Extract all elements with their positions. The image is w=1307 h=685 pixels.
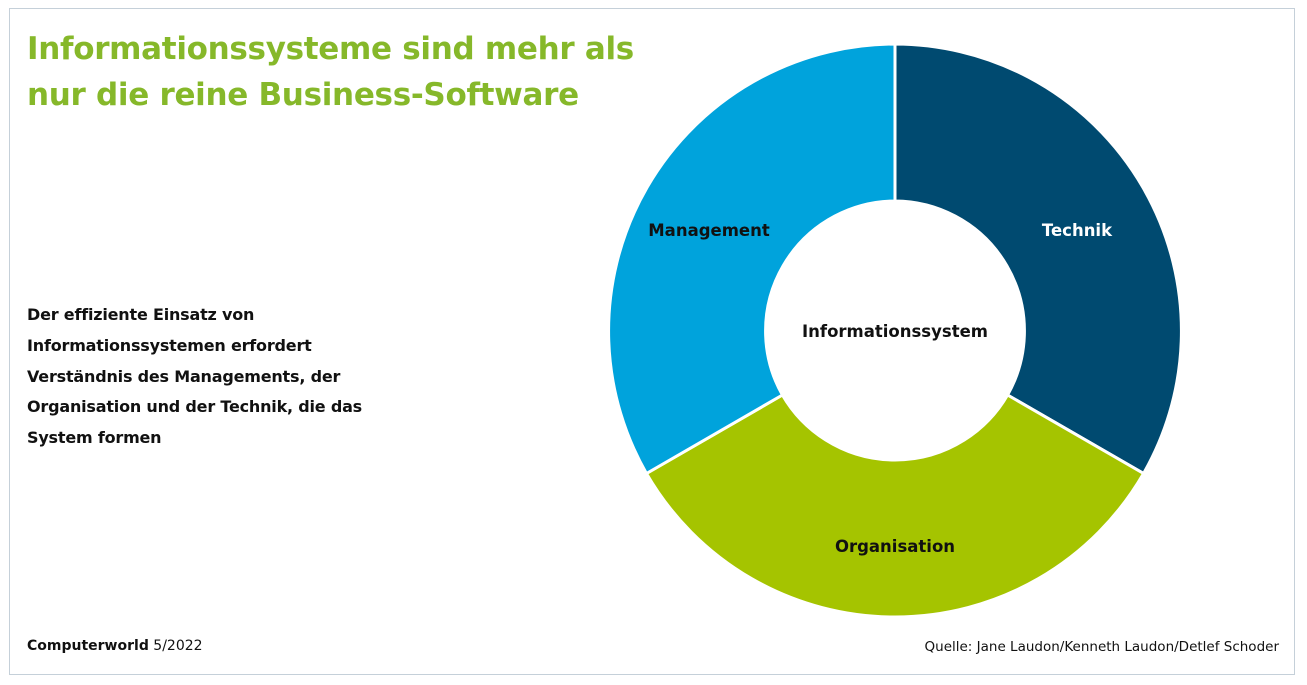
- footer-issue: 5/2022: [153, 638, 203, 654]
- segment-label-organisation: Organisation: [835, 537, 955, 556]
- center-label: Informationssystem: [802, 322, 988, 341]
- footer-source: Quelle: Jane Laudon/Kenneth Laudon/Detle…: [924, 639, 1279, 655]
- segment-label-management: Management: [648, 221, 770, 240]
- figure-title: Informationssysteme sind mehr als nur di…: [27, 31, 634, 113]
- figure-frame: [9, 8, 1295, 675]
- segment-management: [607, 42, 897, 476]
- footer-brand: Computerworld: [27, 638, 149, 654]
- segment-organisation: [644, 392, 1146, 619]
- segment-technik: [893, 42, 1183, 476]
- donut-center: [766, 202, 1024, 460]
- segment-label-technik: Technik: [1042, 221, 1113, 240]
- figure-description: Der effiziente Einsatz von Informationss…: [27, 305, 363, 448]
- footer-publication: Computerworld 5/2022: [27, 638, 203, 654]
